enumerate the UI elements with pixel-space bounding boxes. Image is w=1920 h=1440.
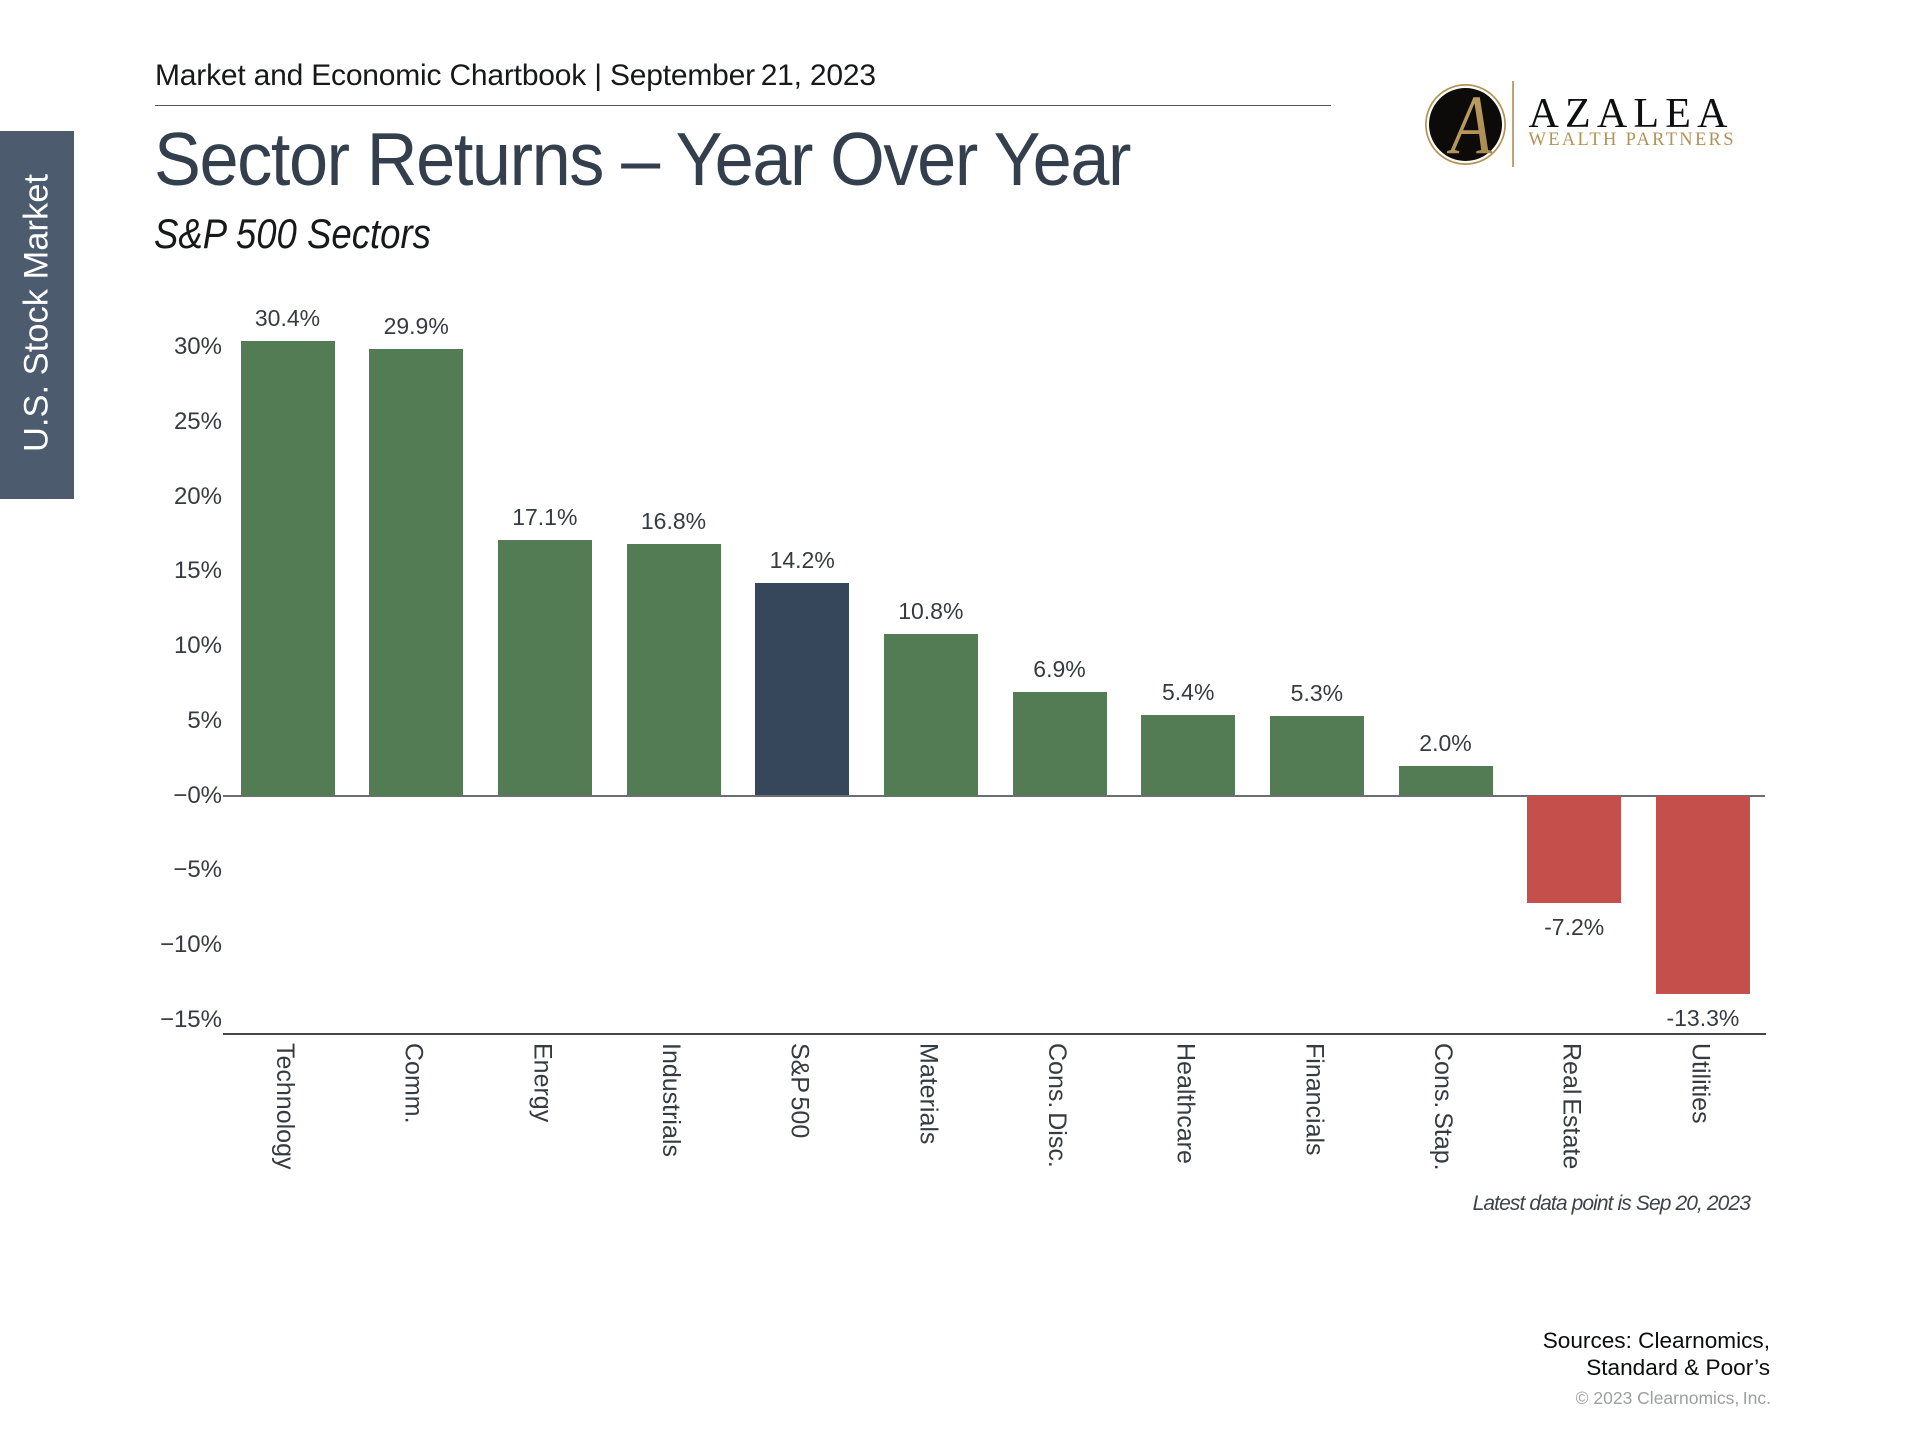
svg-text:AZALEA: AZALEA	[1529, 91, 1734, 137]
svg-text:WEALTH PARTNERS: WEALTH PARTNERS	[1529, 130, 1736, 150]
svg-text:A: A	[1446, 77, 1493, 172]
